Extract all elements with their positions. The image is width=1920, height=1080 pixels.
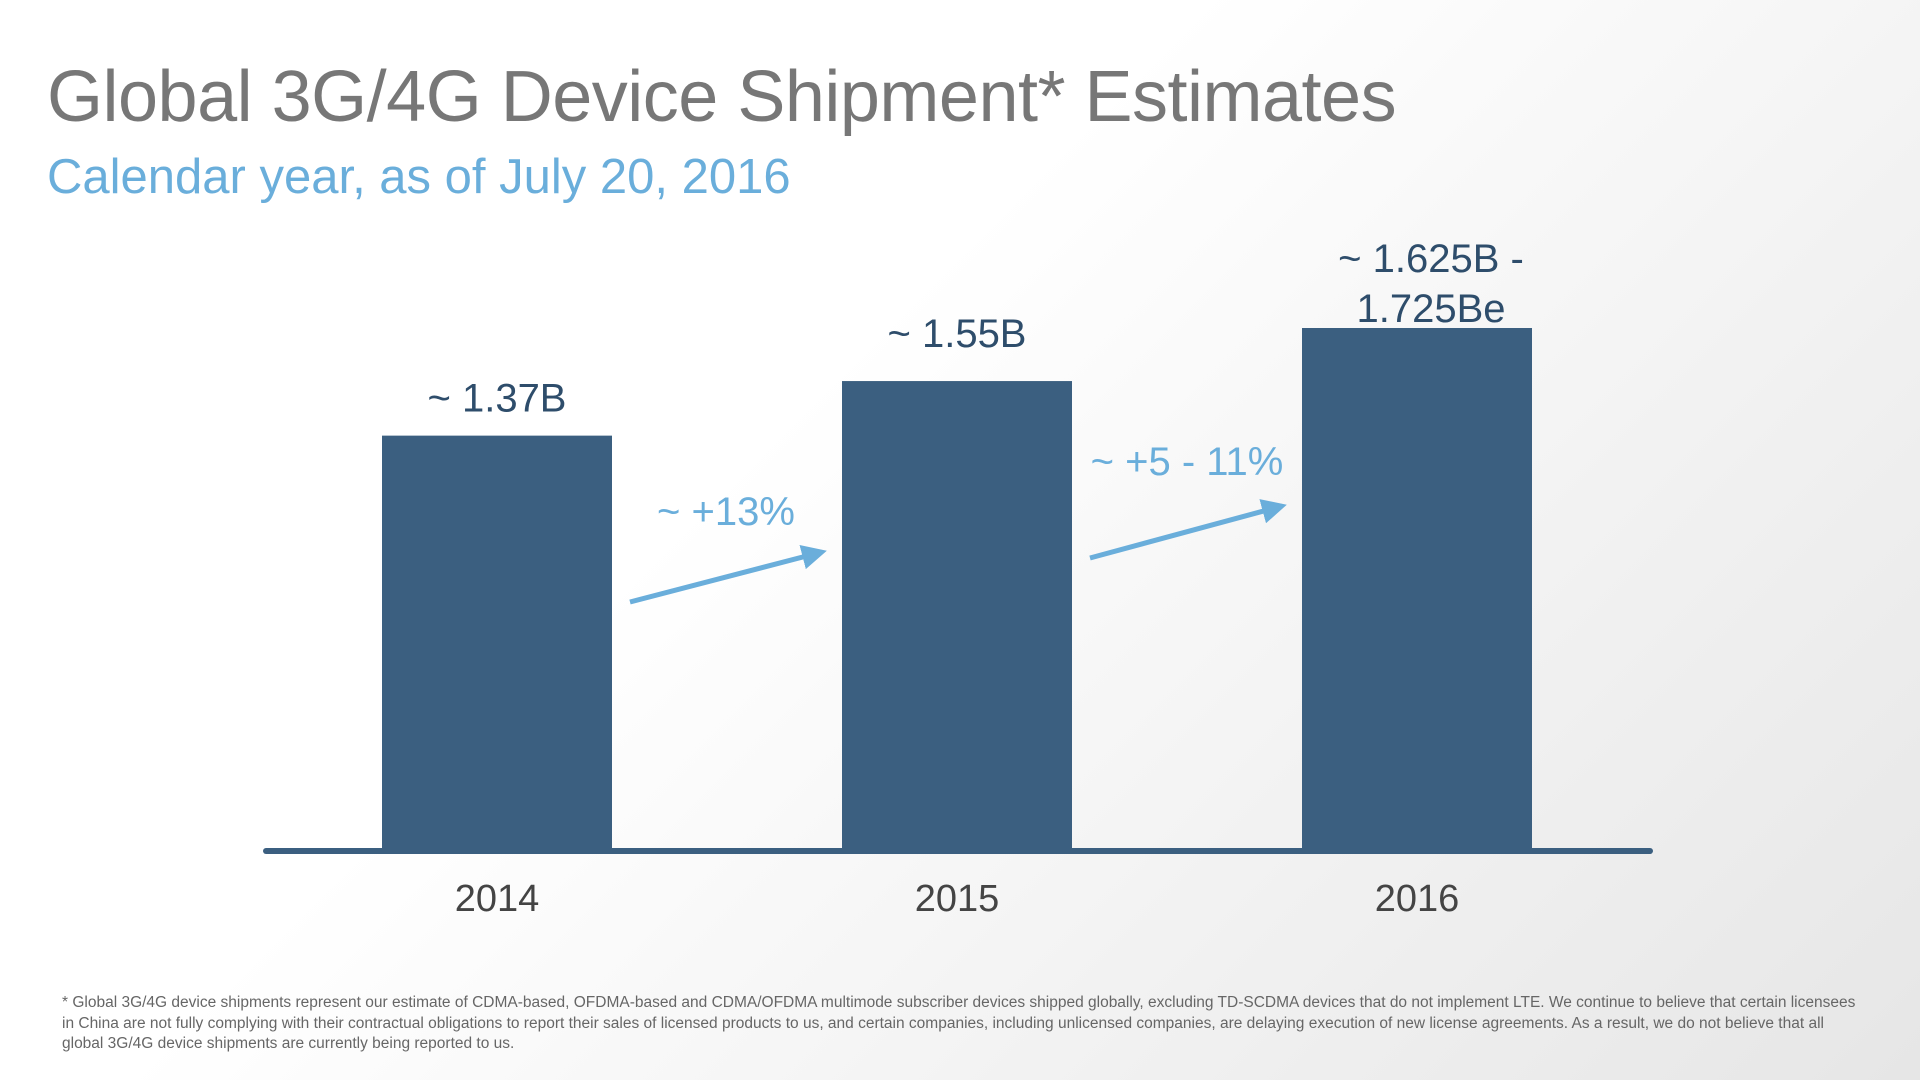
bar-2016 [1302, 328, 1532, 851]
growth-label-1: ~ +13% [657, 490, 795, 534]
bar-2014 [382, 435, 612, 851]
footnote: * Global 3G/4G device shipments represen… [62, 994, 1856, 1052]
growth-arrow-2 [1089, 499, 1287, 561]
page-title: Global 3G/4G Device Shipment* Estimates [47, 57, 1397, 137]
value-label-2014: ~ 1.37B [427, 377, 566, 421]
x-tick-label-2014: 2014 [455, 878, 540, 920]
growth-arrow-1 [629, 544, 827, 605]
value-label-2016: ~ 1.625B -1.725Be [1338, 237, 1524, 331]
x-tick-label-2015: 2015 [915, 878, 1000, 920]
growth-label-2: ~ +5 - 11% [1091, 440, 1284, 484]
x-tick-label-2016: 2016 [1375, 878, 1460, 920]
value-label-2015: ~ 1.55B [887, 312, 1026, 356]
page-subtitle: Calendar year, as of July 20, 2016 [47, 150, 791, 204]
bar-2015 [842, 381, 1072, 851]
